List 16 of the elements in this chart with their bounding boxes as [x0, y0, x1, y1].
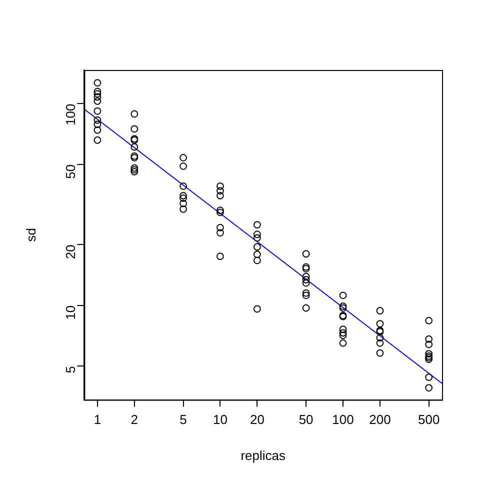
x-tick-label: 200	[369, 412, 391, 428]
x-tick-label: 10	[213, 412, 228, 428]
x-tick-label: 2	[130, 412, 138, 428]
x-tick-label: 5	[180, 412, 187, 428]
y-tick-label: 20	[62, 244, 78, 260]
y-axis-title: sd	[23, 228, 38, 242]
x-tick-label: 20	[250, 412, 264, 428]
x-tick-label: 100	[332, 412, 354, 428]
y-tick-label: 50	[62, 164, 78, 179]
x-tick-label: 500	[418, 412, 440, 428]
y-tick-label: 10	[62, 305, 78, 320]
x-tick-label: 50	[298, 412, 314, 428]
y-tick-label: 5	[62, 366, 78, 374]
x-axis-title: replicas	[240, 448, 286, 463]
x-tick-label: 1	[94, 412, 102, 428]
y-tick-label: 100	[62, 104, 78, 126]
